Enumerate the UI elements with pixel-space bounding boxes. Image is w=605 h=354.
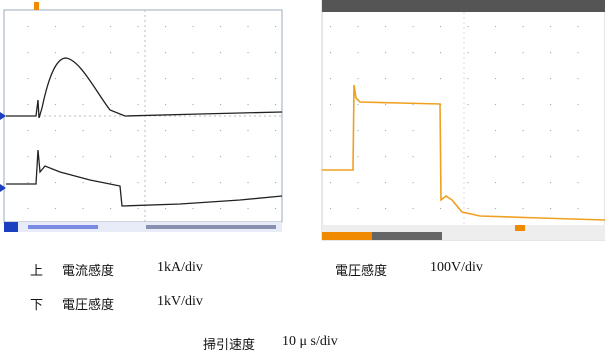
caption-label: 電流感度 (62, 260, 114, 279)
caption-value: 1kV/div (157, 294, 203, 310)
page: 上 電流感度 1kA/div 電圧感度 100V/div 下 電圧感度 1kV/… (0, 0, 605, 354)
scope-screens (0, 0, 605, 250)
caption-value: 1kA/div (157, 260, 203, 276)
left-scope (0, 2, 282, 232)
caption-label: 電圧感度 (335, 260, 387, 279)
caption-value: 10 μ s/div (282, 334, 338, 350)
caption-value: 100V/div (430, 260, 483, 276)
caption-position: 下 (30, 294, 43, 313)
right-scope (322, 0, 605, 240)
caption-position: 上 (30, 260, 43, 279)
caption-label: 掃引速度 (203, 334, 255, 353)
caption-label: 電圧感度 (62, 294, 114, 313)
